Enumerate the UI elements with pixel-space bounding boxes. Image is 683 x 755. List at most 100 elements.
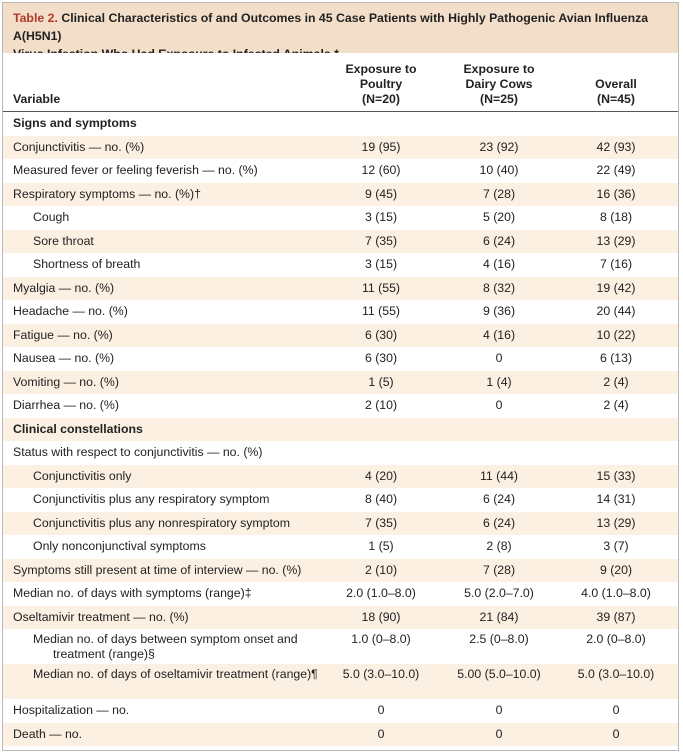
value-poultry: 2.0 (1.0–8.0) — [346, 586, 416, 600]
value-dairy-cows: 5 (20) — [482, 210, 516, 224]
value-overall: 22 (49) — [596, 163, 636, 177]
value-poultry: 6 (30) — [364, 327, 398, 342]
value-overall: 14 (31) — [596, 492, 636, 506]
table-row: Symptoms still present at time of interv… — [3, 558, 678, 582]
value-dairy-cows: 5.00 (5.0–10.0) — [457, 667, 541, 681]
row-label: Headache — no. (%) — [13, 304, 128, 318]
table-row: Conjunctivitis only 4 (20) 11 (44) 15 (33) — [3, 464, 678, 488]
value-overall: 19 (42) — [596, 280, 636, 295]
header-overall: Overall (N=45) — [557, 77, 675, 107]
table-row: Nausea — no. (%) 6 (30) 0 6 (13) — [3, 347, 678, 371]
row-label: Conjunctivitis — no. (%) — [13, 139, 145, 154]
value-dairy-cows: 0 — [495, 726, 503, 741]
value-poultry: 4 (20) — [364, 468, 398, 483]
value-dairy-cows: 1 (4) — [486, 374, 512, 389]
table-header: Variable Exposure to Poultry (N=20) Expo… — [3, 53, 678, 112]
header-overall-line-2: (N=45) — [597, 92, 635, 106]
value-overall: 7 (16) — [599, 257, 633, 271]
value-poultry: 0 — [377, 703, 385, 717]
value-overall: 42 (93) — [596, 139, 636, 154]
value-dairy-cows: 9 (36) — [482, 304, 516, 318]
value-overall: 0 — [612, 726, 620, 741]
value-dairy-cows: 5.0 (2.0–7.0) — [464, 586, 534, 600]
row-label: Median no. of days of oseltamivir treatm… — [33, 667, 318, 681]
value-poultry: 1.0 (0–8.0) — [351, 632, 411, 646]
table-row: Measured fever or feeling feverish — no.… — [3, 159, 678, 183]
row-label: Hospitalization — no. — [13, 703, 130, 717]
value-dairy-cows: 8 (32) — [482, 280, 516, 295]
table-row: Conjunctivitis plus any nonrespiratory s… — [3, 511, 678, 535]
value-dairy-cows: 6 (24) — [482, 233, 516, 248]
table-row: Myalgia — no. (%) 11 (55) 8 (32) 19 (42) — [3, 276, 678, 300]
value-poultry: 7 (35) — [364, 233, 398, 248]
row-label: Nausea — no. (%) — [13, 351, 115, 365]
header-overall-line-1: Overall — [595, 77, 637, 91]
value-dairy-cows: 0 — [495, 351, 503, 365]
value-dairy-cows: 6 (24) — [482, 492, 516, 506]
table-row: Diarrhea — no. (%) 2 (10) 0 2 (4) — [3, 394, 678, 418]
table-number: Table 2. — [13, 11, 58, 25]
value-dairy-cows: 11 (44) — [479, 468, 519, 483]
header-dairy-line-3: (N=25) — [480, 92, 518, 106]
section-header-row: Signs and symptoms — [3, 112, 678, 136]
table-row: Fatigue — no. (%) 6 (30) 4 (16) 10 (22) — [3, 323, 678, 347]
value-overall: 6 (13) — [599, 351, 633, 365]
section-label: Signs and symptoms — [13, 116, 137, 130]
value-dairy-cows: 23 (92) — [479, 139, 519, 154]
table-row: Hospitalization — no. 0 0 0 — [3, 699, 678, 723]
value-poultry: 6 (30) — [364, 351, 398, 365]
row-label: Diarrhea — no. (%) — [13, 398, 119, 412]
header-dairy-cows: Exposure to Dairy Cows (N=25) — [439, 62, 559, 107]
value-overall: 9 (20) — [599, 562, 633, 577]
table-row: Median no. of days of oseltamivir treatm… — [3, 664, 678, 699]
header-poultry: Exposure to Poultry (N=20) — [321, 62, 441, 107]
header-variable: Variable — [13, 92, 61, 106]
row-label: Conjunctivitis only — [33, 468, 132, 483]
value-poultry: 12 (60) — [361, 163, 401, 177]
value-poultry: 0 — [377, 726, 385, 741]
value-poultry: 1 (5) — [368, 539, 394, 553]
value-overall: 10 (22) — [596, 327, 636, 342]
value-overall: 20 (44) — [596, 304, 636, 318]
table-row: Respiratory symptoms — no. (%)† 9 (45) 7 (… — [3, 182, 678, 206]
value-poultry: 1 (5) — [368, 374, 394, 389]
value-poultry: 7 (35) — [364, 515, 398, 530]
row-label: Fatigue — no. (%) — [13, 327, 113, 342]
table-row: Oseltamivir treatment — no. (%) 18 (90) 21… — [3, 605, 678, 629]
row-label: Symptoms still present at time of interv… — [13, 562, 302, 577]
value-dairy-cows: 7 (28) — [482, 186, 516, 201]
table-caption: Table 2. Clinical Characteristics of and… — [3, 3, 678, 61]
table-row: Cough 3 (15) 5 (20) 8 (18) — [3, 206, 678, 230]
table-row: Median no. of days between symptom onset… — [3, 629, 678, 664]
section-header-row: Clinical constellations — [3, 417, 678, 441]
value-dairy-cows: 6 (24) — [482, 515, 516, 530]
table-row: Vomiting — no. (%) 1 (5) 1 (4) 2 (4) — [3, 370, 678, 394]
row-label: Conjunctivitis plus any respiratory symp… — [33, 492, 270, 506]
table-row: Headache — no. (%) 11 (55) 9 (36) 20 (44) — [3, 300, 678, 324]
value-dairy-cows: 21 (84) — [479, 609, 519, 624]
row-label: Status with respect to conjunctivitis — … — [13, 445, 263, 459]
table-row: Median no. of days with symptoms (range)… — [3, 582, 678, 606]
row-label: Only nonconjunctival symptoms — [33, 539, 206, 553]
table-row: Only nonconjunctival symptoms 1 (5) 2 (8) 3… — [3, 535, 678, 559]
row-label: Median no. of days between symptom onset… — [33, 632, 298, 661]
value-overall: 0 — [612, 703, 620, 717]
value-dairy-cows: 10 (40) — [479, 163, 519, 177]
row-label: Death — no. — [13, 726, 83, 741]
value-poultry: 11 (55) — [361, 304, 401, 318]
section-label: Clinical constellations — [13, 421, 143, 436]
row-label: Oseltamivir treatment — no. (%) — [13, 609, 189, 624]
table-title-line-1: Clinical Characteristics of and Outcomes… — [13, 11, 649, 43]
row-label: Median no. of days with symptoms (range)… — [13, 586, 252, 600]
value-dairy-cows: 0 — [495, 398, 503, 412]
value-poultry: 19 (95) — [361, 139, 401, 154]
value-overall: 2.0 (0–8.0) — [586, 632, 646, 646]
row-label: Conjunctivitis plus any nonrespiratory s… — [33, 515, 290, 530]
value-poultry: 18 (90) — [361, 609, 401, 624]
row-label: Shortness of breath — [33, 257, 141, 271]
row-label: Sore throat — [33, 233, 94, 248]
value-overall: 2 (4) — [603, 398, 629, 412]
value-poultry: 2 (10) — [364, 562, 398, 577]
value-dairy-cows: 4 (16) — [482, 327, 516, 342]
